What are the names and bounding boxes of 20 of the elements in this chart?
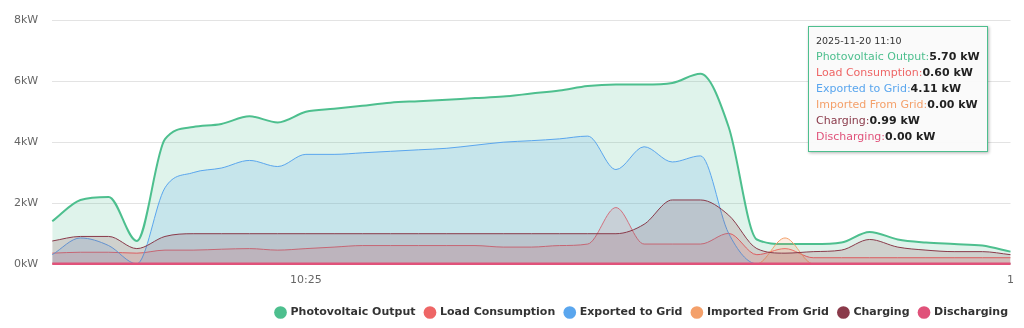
- annotation: Discharging:0.00 kW: [816, 130, 936, 143]
- y-tick-label: 6kW: [14, 74, 39, 88]
- annotation: Imported From Grid:0.00 kW: [816, 98, 978, 111]
- legend-label: Imported From Grid: [706, 305, 829, 319]
- y-tick-label: 0kW: [14, 256, 39, 270]
- y-tick-label: 2kW: [14, 195, 39, 209]
- legend-label: Discharging: [934, 305, 1008, 319]
- legend-label: Charging: [853, 305, 910, 319]
- annotation: Exported to Grid:4.11 kW: [816, 82, 962, 95]
- annotation: 2025-11-20 11:10: [816, 34, 903, 48]
- annotation: Load Consumption:0.60 kW: [816, 66, 973, 79]
- x-tick-label: 1: [1007, 273, 1014, 287]
- x-tick-label: 10:25: [290, 273, 322, 287]
- annotation: Charging:0.99 kW: [816, 114, 920, 127]
- annotation: Photovoltaic Output:5.70 kW: [816, 50, 980, 63]
- legend-label: Exported to Grid: [579, 305, 683, 319]
- legend-label: Load Consumption: [439, 305, 556, 319]
- y-tick-label: 8kW: [14, 13, 39, 27]
- y-tick-label: 4kW: [14, 135, 39, 149]
- legend-label: Photovoltaic Output: [290, 305, 416, 319]
